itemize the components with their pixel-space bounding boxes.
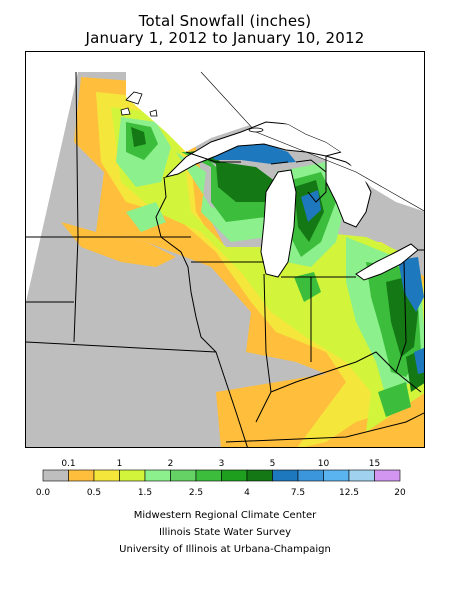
map-title: Total Snowfall (inches) [138, 12, 312, 30]
legend-swatch [272, 469, 299, 482]
legend-swatch [144, 469, 171, 482]
legend-swatch [297, 469, 324, 482]
canada-region [126, 52, 424, 212]
legend-swatch [374, 469, 401, 482]
credit-uiuc: University of Illinois at Urbana-Champai… [119, 544, 331, 555]
legend-lower-label: 0.5 [87, 488, 101, 498]
legend-upper-label: 0.1 [61, 459, 75, 469]
legend-lower-label: 1.5 [138, 488, 152, 498]
legend-swatch [119, 469, 146, 482]
legend-swatch [42, 469, 69, 482]
legend-lower-label: 20 [394, 488, 406, 498]
legend-upper-label: 5 [270, 459, 276, 469]
legend-swatch [68, 469, 95, 482]
legend-upper-label: 10 [318, 459, 330, 469]
snowfall-map [25, 51, 425, 448]
legend-swatch [195, 469, 222, 482]
legend-upper-label: 15 [369, 459, 380, 469]
legend-lower-label: 12.5 [339, 488, 359, 498]
legend-swatch [246, 469, 273, 482]
legend-swatch [93, 469, 120, 482]
credit-mrcc: Midwestern Regional Climate Center [133, 510, 317, 521]
credit-isws: Illinois State Water Survey [158, 527, 292, 538]
legend-swatch [221, 469, 248, 482]
state-boundaries [26, 71, 424, 447]
legend-upper-label: 2 [168, 459, 174, 469]
legend-lower-label: 2.5 [189, 488, 203, 498]
legend-swatch [170, 469, 197, 482]
legend-lower-label: 0.0 [36, 488, 51, 498]
map-date-range: January 1, 2012 to January 10, 2012 [85, 29, 365, 47]
legend-lower-label: 7.5 [291, 488, 305, 498]
snowfall-legend: 0.1 1 2 3 5 10 15 0.0 0.5 1.5 2.5 4 7.5 12.5 20 [0, 455, 450, 505]
legend-swatch [323, 469, 350, 482]
legend-lower-label: 4 [244, 488, 250, 498]
legend-swatch [348, 469, 375, 482]
legend-upper-label: 1 [117, 459, 123, 469]
legend-upper-label: 3 [219, 459, 225, 469]
